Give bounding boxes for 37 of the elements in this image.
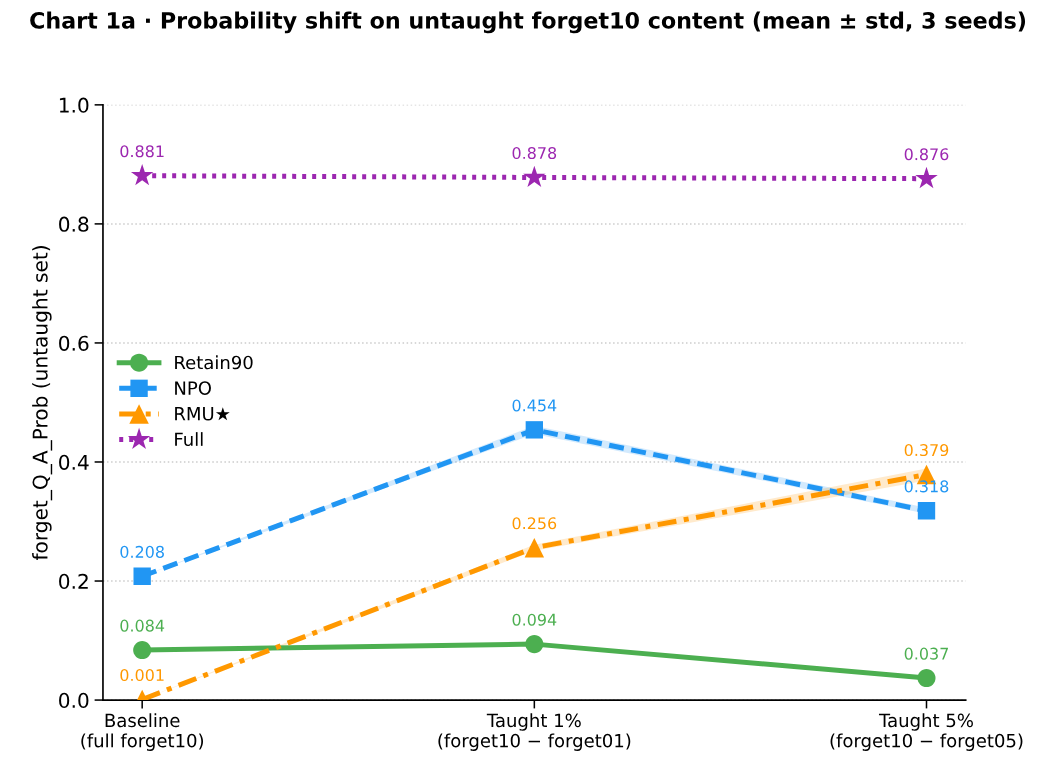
x-tick-label: Taught 5% (forget10 − forget05) [830,713,1023,751]
x-tick-label: Taught 1% (forget10 − forget01) [438,713,631,751]
y-tick-label: 1.0 [59,97,89,113]
y-tick-label: 0.4 [59,454,89,470]
chart-title: Chart 1a · Probability shift on untaught forget10 content (mean ± std, 3 seeds) [30,11,1026,34]
data-label: 0.001 [120,669,164,682]
point [915,166,938,189]
data-label: 0.454 [512,399,557,412]
point [525,421,544,439]
y-tick-label: 0.8 [59,216,89,232]
y-tick-label: 0.6 [59,335,89,351]
point [917,669,936,688]
x-tick-label: Baseline (full forget10) [81,713,204,751]
data-label: 0.208 [120,545,164,558]
data-label: 0.094 [512,613,557,626]
data-label: 0.379 [904,444,949,457]
point [130,163,154,186]
point [525,635,544,654]
point [133,567,151,585]
legend-label: NPO [175,381,211,395]
data-label: 0.256 [512,517,557,530]
data-label: 0.318 [904,480,949,493]
point [133,641,152,660]
legend-label: Retain90 [175,355,253,370]
data-label: 0.876 [904,148,949,161]
data-label: 0.878 [512,147,557,160]
y-tick-label: 0.2 [59,573,88,589]
y-axis-title: forget_Q_A_Prob (untaught set) [32,246,53,561]
y-tick-label: 0.0 [59,692,89,709]
data-label: 0.881 [120,145,164,158]
data-label: 0.037 [904,647,948,660]
point [524,537,545,558]
point [917,502,936,520]
legend-label: RMU★ [175,407,230,421]
data-label: 0.084 [120,619,165,632]
legend-label: Full [175,432,203,447]
point [523,165,546,188]
